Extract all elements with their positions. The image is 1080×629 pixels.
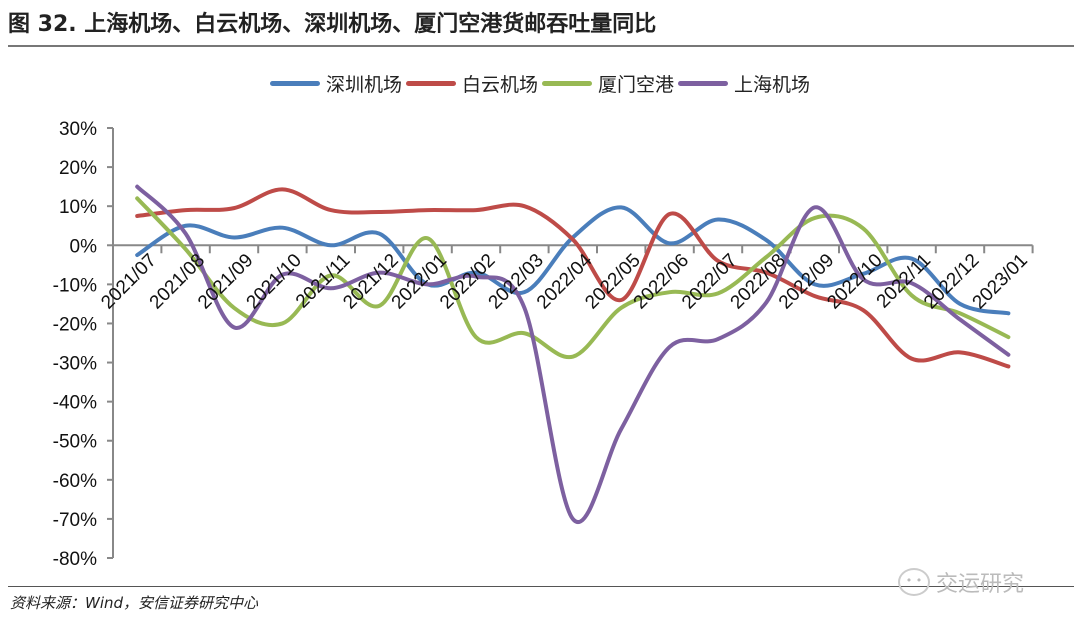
- wechat-icon: • •: [898, 568, 930, 596]
- legend-label: 上海机场: [734, 74, 811, 96]
- y-tick-label: -70%: [53, 510, 97, 531]
- legend-item: 白云机场: [405, 70, 538, 97]
- source-note: 资料来源：Wind，安信证券研究中心: [10, 594, 259, 612]
- y-tick-label: 0%: [70, 236, 98, 257]
- legend-swatch: [405, 81, 456, 86]
- legend-item: 上海机场: [678, 70, 810, 97]
- figure-title: 图 32. 上海机场、白云机场、深圳机场、厦门空港货邮吞吐量同比: [8, 12, 657, 37]
- legend-swatch: [678, 81, 729, 86]
- legend-label: 深圳机场: [325, 74, 402, 96]
- y-tick-label: -60%: [53, 471, 97, 492]
- y-tick-label: -80%: [53, 549, 97, 570]
- footer-divider: [8, 586, 1074, 587]
- y-tick-label: -30%: [53, 354, 97, 375]
- y-tick-label: 20%: [59, 158, 97, 179]
- legend-item: 厦门空港: [542, 70, 674, 97]
- watermark: • • 交运研究: [898, 566, 1024, 598]
- watermark-text: 交运研究: [936, 572, 1025, 597]
- y-tick-label: -50%: [53, 432, 97, 453]
- legend: 深圳机场 白云机场 厦门空港 上海机场: [0, 70, 1080, 97]
- title-divider: [8, 45, 1074, 47]
- legend-swatch: [269, 81, 320, 86]
- y-tick-label: -40%: [53, 393, 97, 414]
- y-tick-label: -20%: [53, 314, 97, 335]
- y-tick-label: -10%: [53, 275, 97, 296]
- legend-label: 白云机场: [461, 74, 538, 96]
- legend-label: 厦门空港: [598, 74, 675, 96]
- legend-item: 深圳机场: [269, 70, 402, 97]
- legend-swatch: [542, 81, 592, 86]
- y-tick-label: 10%: [59, 197, 97, 218]
- y-tick-label: 30%: [59, 119, 97, 140]
